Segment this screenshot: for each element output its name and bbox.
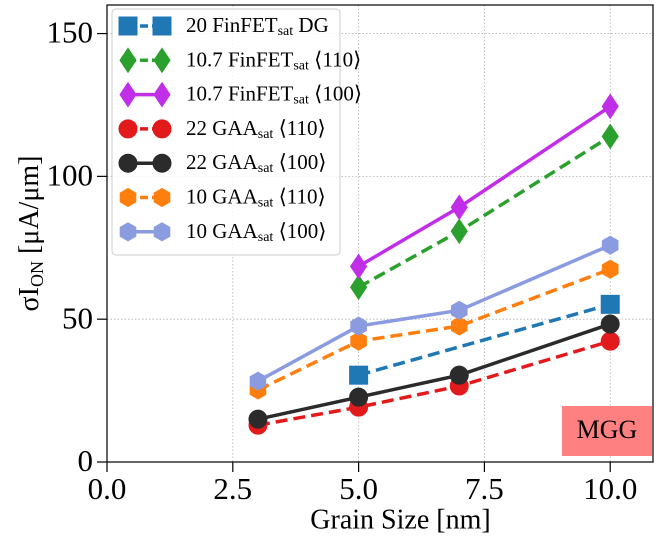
marker [601,235,619,255]
y-axis-label: σION [μA/μm] [14,156,47,312]
y-label-tail: [μA/μm] [14,156,45,261]
marker [118,119,138,139]
y-label-main: σI [14,287,45,311]
y-label-sub: ON [27,261,47,287]
legend-name: 20 FinFET [186,13,278,37]
annotation: MGG [577,415,638,444]
x-tick-label: 0.0 [88,471,127,506]
legend-label: 22 GAAsat ⟨100⟩ [186,150,326,176]
legend-label: 10.7 FinFETsat ⟨110⟩ [186,47,361,73]
plot-frame [106,4,654,463]
legend-name: 10 GAA [186,219,259,243]
legend-label: 10.7 FinFETsat ⟨100⟩ [186,81,362,107]
legend-sub: sat [293,93,309,108]
marker [248,409,268,429]
marker [601,93,619,120]
marker [450,194,468,221]
marker [118,153,138,173]
marker [350,316,367,336]
x-tick-label: 10.0 [583,471,637,506]
y-tick-label: 50 [62,300,93,335]
marker [152,119,172,139]
marker [153,81,171,108]
legend-name: 10 GAA [186,184,259,208]
y-tick-label: 0 [78,443,94,478]
legend-name: 22 GAA [186,116,259,140]
marker [450,316,468,336]
series-line [357,104,612,268]
marker [601,259,619,279]
marker [600,331,620,351]
marker [119,47,137,74]
series [248,314,620,429]
marker [349,387,369,407]
legend-sub: sat [258,161,274,176]
legend-sub: sat [278,24,294,39]
marker [600,314,620,334]
legend-name: 22 GAA [186,150,259,174]
series [350,123,619,301]
marker [350,253,368,280]
series-line [358,302,611,377]
marker [152,153,172,173]
series-line [257,267,611,392]
marker [601,123,619,150]
legend-tail: ⟨110⟩ [273,184,325,208]
marker [119,222,137,242]
series-line [257,339,611,427]
marker [249,371,267,391]
legend-tail: ⟨110⟩ [309,47,361,71]
marker [450,300,468,320]
y-tick-label: 150 [47,15,94,50]
legend-name: 10.7 FinFET [186,47,294,71]
legend-tail: DG [293,13,329,37]
legend-tail: ⟨100⟩ [309,81,362,105]
marker [153,187,171,208]
series [349,294,620,385]
legend-sub: sat [258,196,274,211]
marker [600,294,620,314]
marker [350,274,368,301]
x-axis-label: Grain Size [nm] [310,504,490,535]
series [249,259,619,400]
x-tick-label: 2.5 [213,471,252,506]
legend-name: 10.7 FinFET [186,81,294,105]
series [350,93,619,280]
marker [350,331,367,351]
legend-sub: sat [258,230,274,245]
legend-sub: sat [258,127,274,142]
series-line [257,322,611,421]
marker [118,16,138,36]
series [249,235,619,391]
annotation-box [562,406,652,456]
marker [153,47,171,74]
legend-label: 10 GAAsat ⟨110⟩ [186,184,326,210]
x-tick-label: 7.5 [465,471,504,506]
series-line [257,243,611,383]
legend-label: 22 GAAsat ⟨110⟩ [186,116,326,142]
marker [119,81,137,108]
x-tick-label: 5.0 [339,471,378,506]
marker [349,365,369,385]
marker [119,187,137,208]
legend-sub: sat [293,59,309,74]
marker [450,218,468,245]
legend-label: 20 FinFETsat DG [186,13,329,39]
marker [449,365,469,385]
y-tick-label: 100 [47,157,94,192]
legend-tail: ⟨100⟩ [273,150,326,174]
marker [153,222,171,242]
legend-tail: ⟨100⟩ [273,219,326,243]
legend-label: 10 GAAsat ⟨100⟩ [186,219,326,245]
legend-tail: ⟨110⟩ [273,116,325,140]
marker [152,16,172,36]
